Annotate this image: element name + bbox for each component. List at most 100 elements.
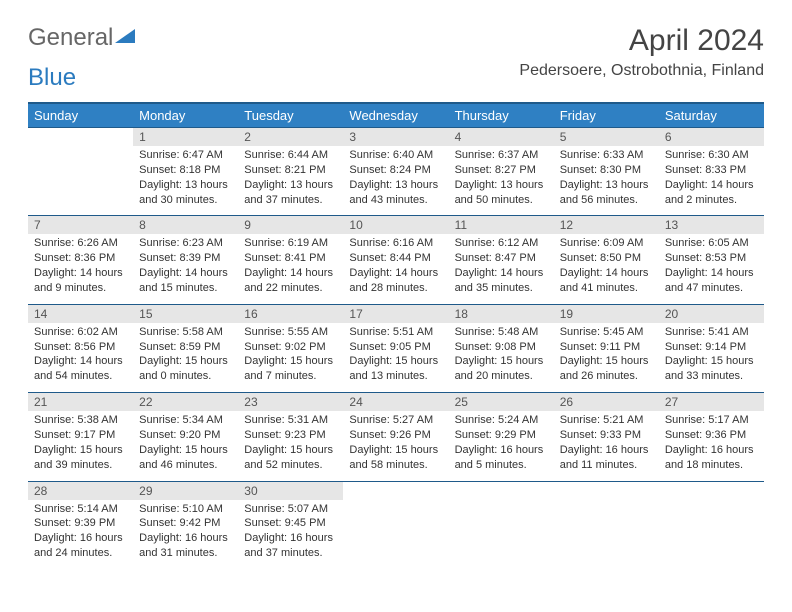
sunset: Sunset: 8:30 PM (560, 163, 653, 178)
day-info: Sunrise: 5:14 AMSunset: 9:39 PMDaylight:… (28, 500, 133, 569)
sunset: Sunset: 9:26 PM (349, 428, 442, 443)
logo-triangle-icon (115, 24, 135, 52)
day-info: Sunrise: 5:55 AMSunset: 9:02 PMDaylight:… (238, 323, 343, 392)
day-number: 4 (449, 127, 554, 146)
day-info: Sunrise: 6:09 AMSunset: 8:50 PMDaylight:… (554, 234, 659, 303)
sunrise: Sunrise: 5:27 AM (349, 413, 442, 428)
daylight: Daylight: 16 hours and 18 minutes. (665, 443, 758, 473)
day-info: Sunrise: 5:10 AMSunset: 9:42 PMDaylight:… (133, 500, 238, 569)
calendar-cell: 28Sunrise: 5:14 AMSunset: 9:39 PMDayligh… (28, 481, 133, 569)
sunrise: Sunrise: 6:37 AM (455, 148, 548, 163)
calendar-cell (28, 127, 133, 215)
day-info: Sunrise: 6:26 AMSunset: 8:36 PMDaylight:… (28, 234, 133, 303)
daylight: Daylight: 15 hours and 26 minutes. (560, 354, 653, 384)
calendar-cell: 27Sunrise: 5:17 AMSunset: 9:36 PMDayligh… (659, 392, 764, 480)
calendar-cell: 23Sunrise: 5:31 AMSunset: 9:23 PMDayligh… (238, 392, 343, 480)
daylight: Daylight: 15 hours and 52 minutes. (244, 443, 337, 473)
daylight: Daylight: 14 hours and 54 minutes. (34, 354, 127, 384)
daylight: Daylight: 15 hours and 7 minutes. (244, 354, 337, 384)
sunrise: Sunrise: 6:23 AM (139, 236, 232, 251)
daylight: Daylight: 15 hours and 46 minutes. (139, 443, 232, 473)
calendar-table: Sunday Monday Tuesday Wednesday Thursday… (28, 102, 764, 569)
daylight: Daylight: 13 hours and 56 minutes. (560, 178, 653, 208)
day-info: Sunrise: 6:37 AMSunset: 8:27 PMDaylight:… (449, 146, 554, 215)
day-number: 9 (238, 215, 343, 234)
calendar-cell (343, 481, 448, 569)
day-number: 10 (343, 215, 448, 234)
daylight: Daylight: 16 hours and 37 minutes. (244, 531, 337, 561)
day-number: 14 (28, 304, 133, 323)
sunset: Sunset: 8:59 PM (139, 340, 232, 355)
sunrise: Sunrise: 6:30 AM (665, 148, 758, 163)
calendar-cell: 14Sunrise: 6:02 AMSunset: 8:56 PMDayligh… (28, 304, 133, 392)
sunrise: Sunrise: 5:45 AM (560, 325, 653, 340)
sunrise: Sunrise: 6:44 AM (244, 148, 337, 163)
day-number: 5 (554, 127, 659, 146)
daylight: Daylight: 15 hours and 0 minutes. (139, 354, 232, 384)
weekday-header: Saturday (659, 103, 764, 127)
daylight: Daylight: 15 hours and 33 minutes. (665, 354, 758, 384)
location: Pedersoere, Ostrobothnia, Finland (519, 62, 764, 80)
sunset: Sunset: 9:02 PM (244, 340, 337, 355)
sunset: Sunset: 9:11 PM (560, 340, 653, 355)
day-info: Sunrise: 5:58 AMSunset: 8:59 PMDaylight:… (133, 323, 238, 392)
sunrise: Sunrise: 5:51 AM (349, 325, 442, 340)
daylight: Daylight: 14 hours and 22 minutes. (244, 266, 337, 296)
logo-text-1: General (28, 24, 113, 52)
sunset: Sunset: 9:14 PM (665, 340, 758, 355)
logo: General (28, 24, 135, 52)
calendar-cell: 30Sunrise: 5:07 AMSunset: 9:45 PMDayligh… (238, 481, 343, 569)
calendar-cell: 5Sunrise: 6:33 AMSunset: 8:30 PMDaylight… (554, 127, 659, 215)
sunrise: Sunrise: 5:55 AM (244, 325, 337, 340)
day-number: 17 (343, 304, 448, 323)
sunrise: Sunrise: 5:34 AM (139, 413, 232, 428)
day-number: 25 (449, 392, 554, 411)
day-number: 29 (133, 481, 238, 500)
sunset: Sunset: 8:41 PM (244, 251, 337, 266)
month-title: April 2024 (519, 24, 764, 58)
calendar-cell: 16Sunrise: 5:55 AMSunset: 9:02 PMDayligh… (238, 304, 343, 392)
daylight: Daylight: 14 hours and 47 minutes. (665, 266, 758, 296)
day-info: Sunrise: 6:33 AMSunset: 8:30 PMDaylight:… (554, 146, 659, 215)
sunrise: Sunrise: 5:21 AM (560, 413, 653, 428)
day-info: Sunrise: 5:48 AMSunset: 9:08 PMDaylight:… (449, 323, 554, 392)
sunset: Sunset: 9:45 PM (244, 516, 337, 531)
day-number: 26 (554, 392, 659, 411)
calendar-cell: 8Sunrise: 6:23 AMSunset: 8:39 PMDaylight… (133, 215, 238, 303)
calendar-cell: 1Sunrise: 6:47 AMSunset: 8:18 PMDaylight… (133, 127, 238, 215)
daylight: Daylight: 14 hours and 2 minutes. (665, 178, 758, 208)
day-info: Sunrise: 5:27 AMSunset: 9:26 PMDaylight:… (343, 411, 448, 480)
daylight: Daylight: 13 hours and 37 minutes. (244, 178, 337, 208)
sunset: Sunset: 9:08 PM (455, 340, 548, 355)
day-info: Sunrise: 6:02 AMSunset: 8:56 PMDaylight:… (28, 323, 133, 392)
calendar-cell: 6Sunrise: 6:30 AMSunset: 8:33 PMDaylight… (659, 127, 764, 215)
calendar-cell: 15Sunrise: 5:58 AMSunset: 8:59 PMDayligh… (133, 304, 238, 392)
sunset: Sunset: 8:53 PM (665, 251, 758, 266)
sunset: Sunset: 8:21 PM (244, 163, 337, 178)
day-number: 8 (133, 215, 238, 234)
sunrise: Sunrise: 5:31 AM (244, 413, 337, 428)
sunset: Sunset: 8:56 PM (34, 340, 127, 355)
day-number: 6 (659, 127, 764, 146)
sunset: Sunset: 9:42 PM (139, 516, 232, 531)
daylight: Daylight: 14 hours and 28 minutes. (349, 266, 442, 296)
calendar-cell: 10Sunrise: 6:16 AMSunset: 8:44 PMDayligh… (343, 215, 448, 303)
day-info: Sunrise: 6:12 AMSunset: 8:47 PMDaylight:… (449, 234, 554, 303)
sunrise: Sunrise: 5:07 AM (244, 502, 337, 517)
calendar-cell: 19Sunrise: 5:45 AMSunset: 9:11 PMDayligh… (554, 304, 659, 392)
sunset: Sunset: 8:18 PM (139, 163, 232, 178)
calendar-cell (449, 481, 554, 569)
day-number: 16 (238, 304, 343, 323)
daylight: Daylight: 15 hours and 20 minutes. (455, 354, 548, 384)
daylight: Daylight: 15 hours and 13 minutes. (349, 354, 442, 384)
day-info: Sunrise: 5:31 AMSunset: 9:23 PMDaylight:… (238, 411, 343, 480)
sunset: Sunset: 9:29 PM (455, 428, 548, 443)
sunset: Sunset: 8:44 PM (349, 251, 442, 266)
day-info: Sunrise: 6:44 AMSunset: 8:21 PMDaylight:… (238, 146, 343, 215)
day-number: 7 (28, 215, 133, 234)
sunrise: Sunrise: 6:40 AM (349, 148, 442, 163)
sunrise: Sunrise: 6:26 AM (34, 236, 127, 251)
day-number: 22 (133, 392, 238, 411)
day-info: Sunrise: 5:38 AMSunset: 9:17 PMDaylight:… (28, 411, 133, 480)
day-info: Sunrise: 5:45 AMSunset: 9:11 PMDaylight:… (554, 323, 659, 392)
